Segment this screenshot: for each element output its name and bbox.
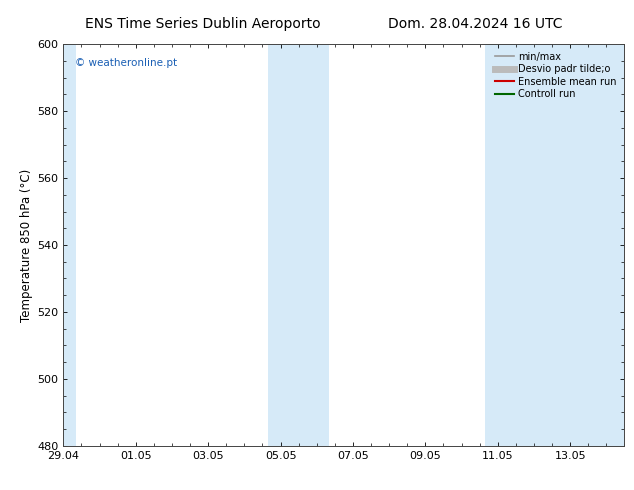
Bar: [60, 44, 76, 446]
Bar: [268, 44, 330, 446]
Legend: min/max, Desvio padr tilde;o, Ensemble mean run, Controll run: min/max, Desvio padr tilde;o, Ensemble m…: [492, 49, 619, 102]
Bar: [485, 44, 628, 446]
Text: © weatheronline.pt: © weatheronline.pt: [75, 58, 177, 68]
Text: ENS Time Series Dublin Aeroporto: ENS Time Series Dublin Aeroporto: [85, 17, 321, 31]
Y-axis label: Temperature 850 hPa (°C): Temperature 850 hPa (°C): [20, 169, 33, 321]
Text: Dom. 28.04.2024 16 UTC: Dom. 28.04.2024 16 UTC: [388, 17, 563, 31]
